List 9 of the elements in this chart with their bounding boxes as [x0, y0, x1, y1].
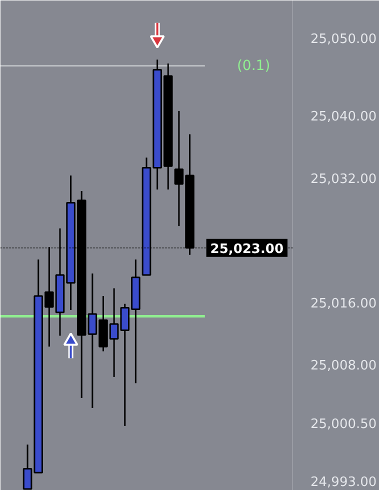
y-tick-label: 25,008.00 — [310, 358, 377, 374]
annotation: (0.1) — [236, 58, 270, 74]
y-tick-label: 25,040.00 — [310, 110, 377, 125]
y-tick-label: 25,016.00 — [310, 296, 377, 312]
y-tick-label: 25,032.00 — [310, 172, 377, 187]
y-tick-label: 25,050.00 — [310, 32, 377, 47]
y-tick-label: 24,993.00 — [310, 475, 377, 490]
y-tick-label: 25,000.50 — [310, 416, 377, 432]
ref-line-label: 25,023.00 — [210, 242, 284, 257]
